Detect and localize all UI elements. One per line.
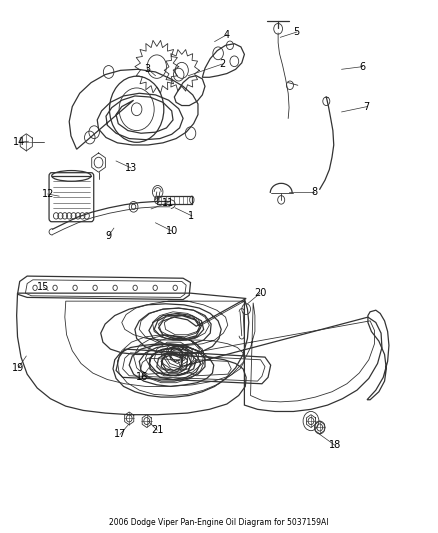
Text: 8: 8 [311,187,317,197]
Text: 16: 16 [136,373,148,382]
Text: 18: 18 [328,440,341,450]
Text: 4: 4 [223,30,230,39]
Text: 5: 5 [293,27,300,37]
Text: 21: 21 [151,425,163,435]
Text: 19: 19 [12,363,25,373]
Text: 10: 10 [166,227,179,236]
Text: 20: 20 [254,288,266,298]
Text: 1: 1 [188,211,194,221]
Text: 15: 15 [37,282,49,292]
Text: 6: 6 [359,62,365,71]
Text: 3: 3 [145,64,151,74]
Text: 9: 9 [105,231,111,240]
Text: 12: 12 [42,189,54,199]
Text: 13: 13 [125,163,137,173]
Text: 17: 17 [114,430,126,439]
Text: 2: 2 [219,59,225,69]
Text: 7: 7 [364,102,370,111]
Text: 2006 Dodge Viper Pan-Engine Oil Diagram for 5037159AI: 2006 Dodge Viper Pan-Engine Oil Diagram … [109,518,329,527]
Text: 11: 11 [162,198,174,207]
Text: 14: 14 [13,138,25,147]
